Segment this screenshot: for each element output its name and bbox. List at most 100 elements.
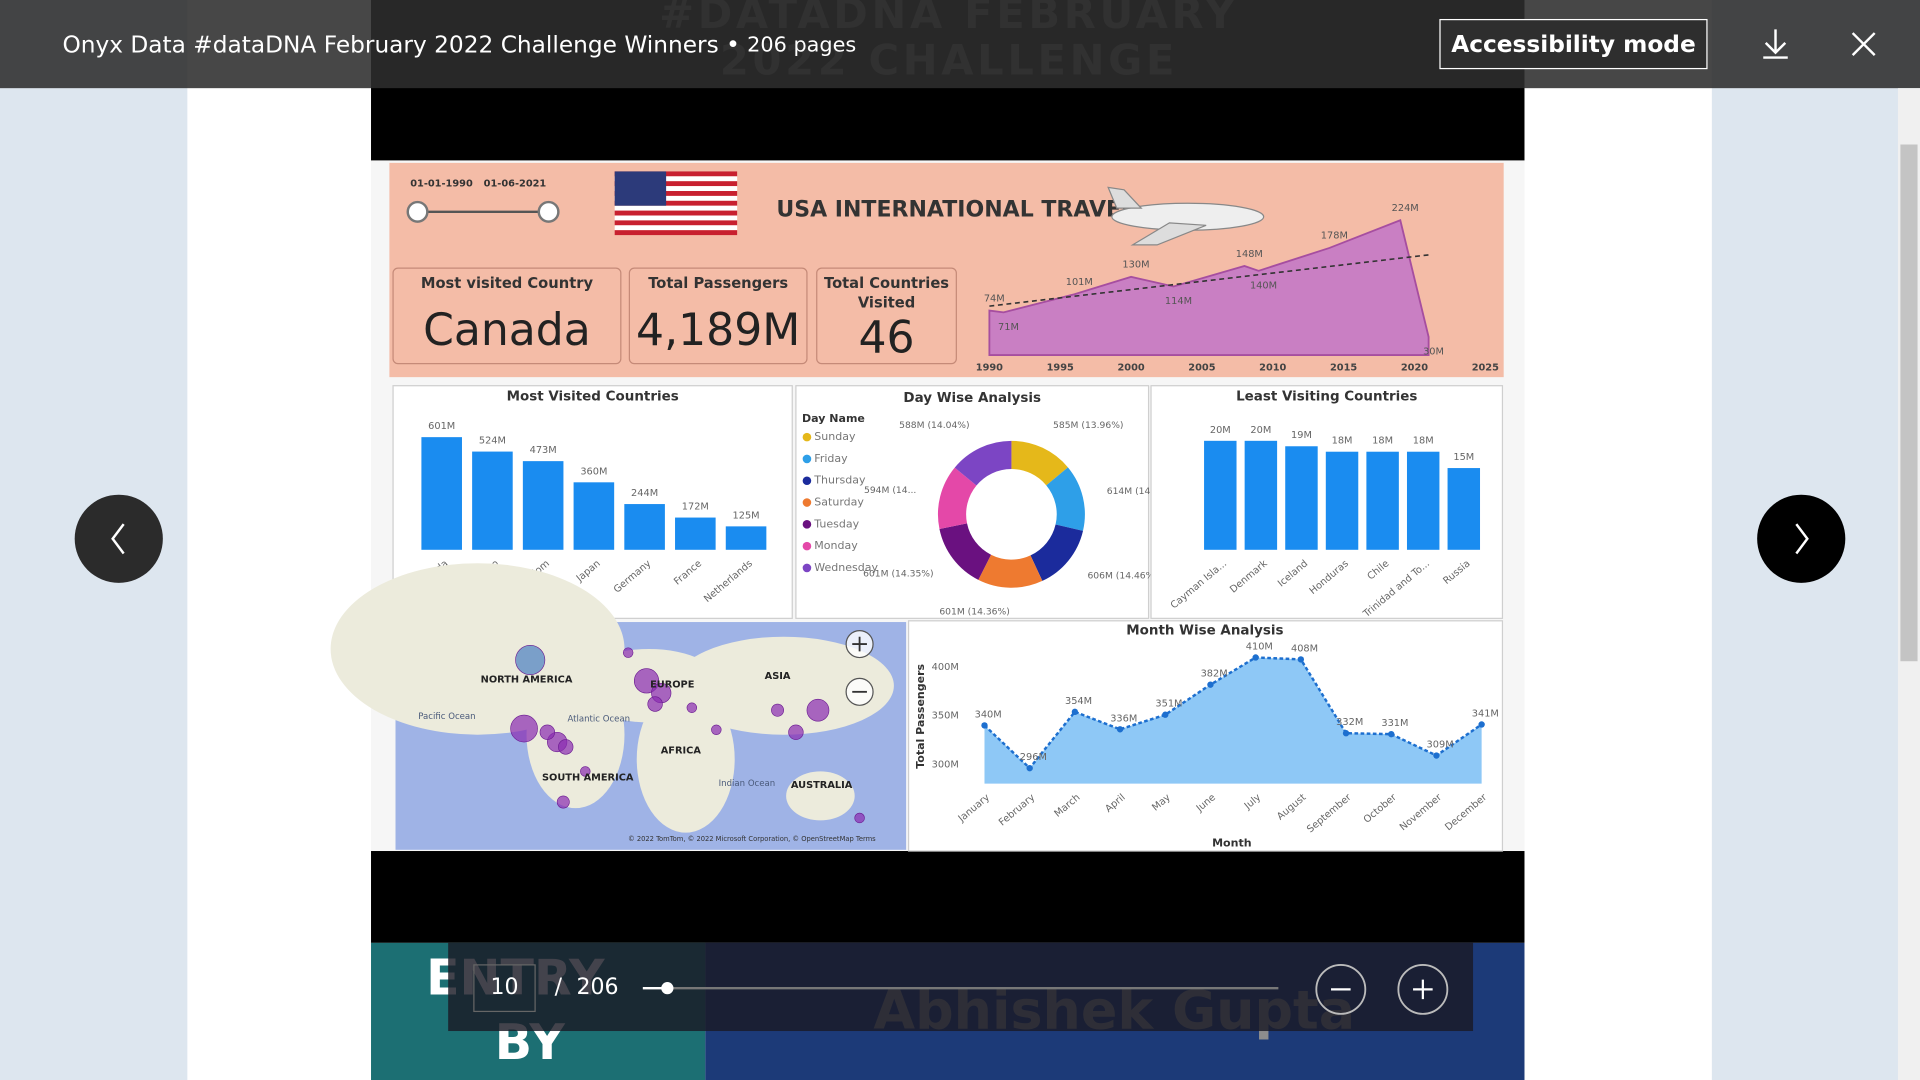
point xyxy=(1388,730,1395,738)
donut-slice xyxy=(1011,440,1068,486)
donut-slice xyxy=(1046,467,1085,531)
legend-swatch xyxy=(802,498,812,507)
map-zoom-icon xyxy=(852,636,867,652)
data-label: 20M xyxy=(1250,425,1271,436)
map-bubble xyxy=(686,702,698,713)
date-slider-handle[interactable] xyxy=(406,200,429,223)
axis-title: Total Passengers xyxy=(914,663,927,768)
top-bar: Onyx Data #dataDNA February 2022 Challen… xyxy=(0,0,1920,89)
page-input[interactable] xyxy=(473,964,536,1013)
map-land xyxy=(636,685,735,833)
y-tick-label: 300M xyxy=(932,759,959,770)
data-label: 340M xyxy=(975,709,1002,720)
data-label: 19M xyxy=(1291,430,1312,441)
bar xyxy=(573,482,615,550)
data-label: 614M (14.67%) xyxy=(1107,486,1177,497)
map-bubble xyxy=(556,795,570,809)
bar xyxy=(522,461,564,550)
flag-stripe xyxy=(614,210,738,216)
bar xyxy=(421,437,462,550)
x-tick-label: 2015 xyxy=(1330,362,1357,373)
map-label: EUROPE xyxy=(650,679,694,690)
document-title: Onyx Data #dataDNA February 2022 Challen… xyxy=(62,31,856,58)
data-label: 360M xyxy=(580,466,607,477)
donut-slice xyxy=(1030,524,1084,581)
axis-title: Month xyxy=(1212,837,1251,850)
data-label: 18M xyxy=(1413,436,1434,447)
bar xyxy=(1244,440,1278,550)
donut-slice xyxy=(954,440,1012,486)
flag-stripe xyxy=(614,215,738,221)
close-button[interactable] xyxy=(1851,32,1876,56)
month-line xyxy=(983,656,1483,770)
map-label: NORTH AMERICA xyxy=(481,675,573,686)
data-label: 341M xyxy=(1472,708,1499,719)
zoom-icon xyxy=(1413,979,1433,1000)
x-tick-label: 1995 xyxy=(1047,362,1074,373)
legend-swatch xyxy=(802,454,812,464)
map-land xyxy=(673,636,894,735)
bar xyxy=(675,517,716,550)
bar xyxy=(1285,446,1318,550)
dashboard-title: USA INTERNATIONAL TRAVEL xyxy=(776,198,1135,223)
map-bubble xyxy=(788,724,804,740)
page-nav-arrow xyxy=(111,523,125,555)
flag-stripe xyxy=(614,181,738,187)
map-attribution: © 2022 TomTom, © 2022 Microsoft Corporat… xyxy=(628,835,876,843)
data-label: 408M xyxy=(1291,643,1318,654)
map-label: Atlantic Ocean xyxy=(567,714,630,724)
plane-icon xyxy=(1107,186,1265,246)
page-slider-handle[interactable] xyxy=(661,982,674,995)
kpi-card xyxy=(628,267,808,365)
title-text: Onyx Data #dataDNA February 2022 Challen… xyxy=(62,31,718,58)
x-tick-label: 2005 xyxy=(1188,362,1215,373)
point xyxy=(1252,654,1259,661)
page-nav-arrow xyxy=(1795,523,1809,555)
scrollbar-thumb[interactable] xyxy=(1900,144,1918,662)
flag-stripe xyxy=(614,191,738,196)
dashboard: 01-01-1990 01-06-2021 USA INTERNATIONAL TR… xyxy=(330,171,1504,852)
plane-tail xyxy=(1107,186,1143,209)
data-label: 172M xyxy=(682,502,709,513)
accessibility-button[interactable] xyxy=(1439,18,1708,70)
map-bubble xyxy=(539,724,556,740)
data-label: 71M xyxy=(998,322,1019,333)
kpi-value: 46 xyxy=(858,312,914,363)
chart-title: Least Visiting Countries xyxy=(1236,390,1417,405)
data-label: 524M xyxy=(479,436,506,447)
bar xyxy=(1366,451,1399,550)
data-label: 354M xyxy=(1065,696,1092,707)
point xyxy=(1116,726,1124,733)
data-label: 331M xyxy=(1381,718,1408,729)
map-bubble xyxy=(771,703,784,717)
data-label: 382M xyxy=(1201,669,1228,680)
data-label: 309M xyxy=(1427,739,1454,750)
flag-stripe xyxy=(614,186,738,192)
date-end: 01-06-2021 xyxy=(484,179,547,190)
slide: #DATADNA FEBRUARY2022 CHALLENGEENTRYBYAb… xyxy=(330,0,1525,1080)
x-tick-label: 2025 xyxy=(1472,362,1499,373)
data-label: 594M (14... xyxy=(864,485,916,496)
map-label: Pacific Ocean xyxy=(418,712,475,722)
zoom-button[interactable] xyxy=(1397,963,1449,1015)
download-button[interactable] xyxy=(1763,29,1788,59)
page-nav-button[interactable] xyxy=(74,494,163,583)
zoom-button[interactable] xyxy=(1315,963,1367,1015)
kpi-value: Canada xyxy=(423,305,591,356)
x-tick-label: 2010 xyxy=(1259,362,1286,373)
data-label: 601M (14.36%) xyxy=(939,607,1009,618)
flag-canton xyxy=(614,171,667,206)
page-nav-button[interactable] xyxy=(1757,494,1846,583)
map-label: AUSTRALIA xyxy=(791,780,853,791)
data-label: 585M (13.96%) xyxy=(1053,420,1123,431)
date-start: 01-01-1990 xyxy=(410,179,473,190)
data-label: 601M xyxy=(428,421,455,432)
legend-swatch xyxy=(802,476,812,486)
date-slider-handle[interactable] xyxy=(537,200,560,223)
legend-swatch xyxy=(802,563,812,573)
data-label: 588M (14.04%) xyxy=(899,420,969,431)
data-label: 244M xyxy=(631,488,658,499)
y-tick-label: 350M xyxy=(932,711,959,722)
